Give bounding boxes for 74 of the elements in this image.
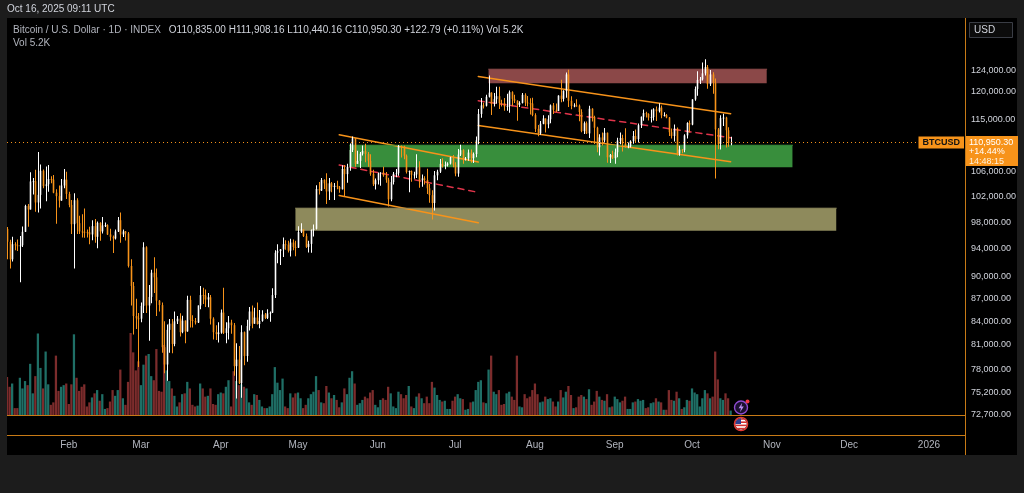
- text: O110,835.00 H111,908.16 L110,440.16 C110,950.30 +122.79 (+0.11%) Vol 5.2K: [168, 23, 524, 35]
- x-tick-label: May: [288, 438, 308, 450]
- bar: [420, 398, 423, 415]
- bar: [111, 390, 114, 415]
- y-tick-label: 75,200.00: [971, 387, 1012, 398]
- x-tick-label: Sep: [605, 438, 625, 450]
- bar: [289, 393, 292, 415]
- bar: [554, 406, 557, 415]
- x-tick-label: Jul: [448, 438, 462, 450]
- bar: [170, 388, 173, 415]
- x-tick-label: Aug: [526, 438, 544, 450]
- bar: [433, 387, 436, 415]
- bar: [724, 393, 727, 415]
- y-tick-label: 84,000.00: [971, 315, 1012, 326]
- bar: [340, 402, 343, 415]
- bar: [291, 397, 294, 415]
- text: +14.44%: [969, 146, 1005, 157]
- bar: [142, 364, 145, 415]
- bar: [75, 377, 78, 415]
- bar: [227, 380, 230, 415]
- bar: [26, 385, 29, 415]
- x-tick-label: Feb: [60, 438, 78, 450]
- bar: [173, 395, 176, 415]
- bar: [201, 388, 204, 415]
- bar: [281, 378, 284, 415]
- x-tick-label: 2026: [917, 438, 941, 450]
- y-tick-label: 106,000.00: [971, 166, 1017, 177]
- chart-title: Vol 5.2K: [13, 36, 51, 48]
- y-tick-label: 94,000.00: [971, 243, 1012, 254]
- x-tick-label: Jun: [369, 438, 386, 450]
- text: Bitcoin / U.S. Dollar · 1D · INDEX: [13, 23, 162, 35]
- x-tick-label: Nov: [762, 438, 781, 450]
- y-tick-label: 90,000.00: [971, 271, 1012, 282]
- bar: [317, 390, 320, 415]
- bar: [523, 394, 526, 415]
- bar: [520, 407, 524, 415]
- bar: [518, 406, 521, 415]
- y-tick-label: 81,000.00: [971, 339, 1012, 350]
- y-tick-label: 120,000.00: [971, 86, 1017, 97]
- x-tick-label: Oct: [684, 438, 701, 450]
- bar: [70, 384, 73, 415]
- bar: [188, 388, 191, 415]
- x-tick-label: Dec: [840, 438, 859, 450]
- bar: [232, 371, 235, 415]
- bar: [690, 388, 694, 415]
- bar: [178, 402, 181, 415]
- y-tick-label: 72,700.00: [971, 408, 1012, 419]
- bar: [675, 391, 678, 415]
- bar: [587, 389, 591, 415]
- bar: [44, 351, 47, 415]
- bar: [88, 402, 91, 415]
- bar: [209, 388, 212, 415]
- bar: [389, 393, 392, 415]
- text: 14:48:15: [969, 155, 1005, 166]
- bar: [90, 397, 94, 415]
- annotation: BTCUSD: [922, 136, 961, 147]
- y-tick-label: 124,000.00: [971, 65, 1017, 76]
- y-tick-label: 102,000.00: [971, 190, 1017, 201]
- ref-line-label: 110,950.30: [969, 136, 1014, 147]
- bar: [451, 400, 454, 415]
- y-axis-title: USD: [974, 24, 996, 36]
- bar: [343, 388, 346, 415]
- bar: [129, 333, 132, 415]
- y-tick-label: 78,000.00: [971, 363, 1012, 374]
- y-tick-label: 98,000.00: [971, 216, 1012, 227]
- y-tick-label: 87,000.00: [971, 293, 1012, 304]
- bar: [567, 385, 570, 415]
- x-tick-label: Apr: [212, 438, 230, 450]
- x-tick-label: Mar: [132, 438, 151, 450]
- text: Oct 16, 2025 09:11 UTC: [7, 2, 115, 14]
- bar: [41, 388, 45, 415]
- y-tick-label: 115,000.00: [971, 113, 1016, 124]
- bar: [258, 399, 261, 415]
- bar: [487, 369, 490, 415]
